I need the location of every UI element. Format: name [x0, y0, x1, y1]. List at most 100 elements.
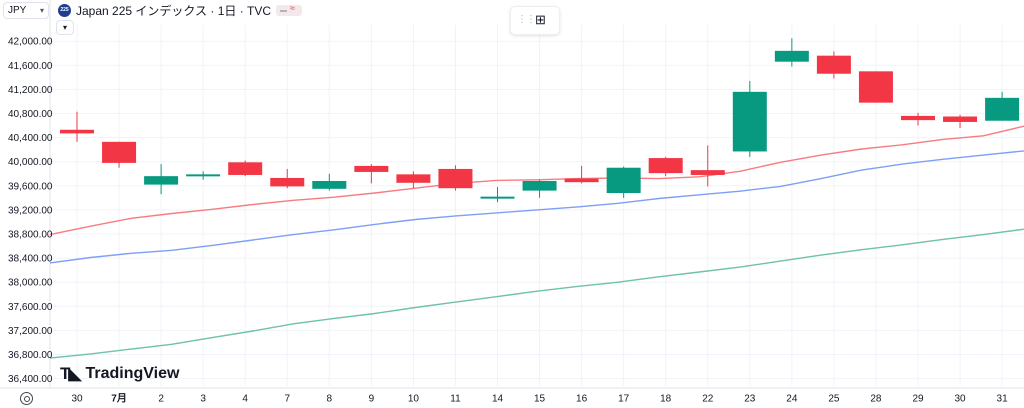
x-tick-label: 24 — [786, 394, 798, 405]
x-tick-label: 16 — [576, 394, 588, 405]
candle — [186, 171, 221, 180]
candle — [312, 173, 347, 191]
y-tick-label: 40,000.00 — [8, 157, 53, 168]
symbol-legend: 225 Japan 225 インデックス · 1日 · TVC ≈ — [58, 2, 303, 19]
y-tick-label: 36,800.00 — [8, 350, 53, 361]
y-tick-label: 39,200.00 — [8, 205, 53, 216]
candle-body — [102, 141, 137, 163]
brand-name: TradingView — [85, 365, 180, 382]
tradingview-logo[interactable]: T◣ TradingView — [60, 364, 179, 384]
time-axis[interactable]: 30 7月 2 3 4 7 8 9 10 11 14 15 16 17 18 22 23 24 25 28 29 30 31 — [71, 393, 1008, 405]
chevron-down-icon: ▾ — [62, 23, 67, 32]
candle — [438, 165, 473, 191]
x-tick-label: 30 — [71, 394, 83, 405]
candle-body — [312, 180, 347, 189]
tradingview-logo-icon: T◣ — [60, 364, 82, 383]
x-tick-label: 2 — [158, 394, 164, 405]
candle-body — [816, 55, 851, 74]
y-tick-label: 37,200.00 — [8, 326, 53, 337]
candle — [102, 141, 137, 168]
x-tick-label: 8 — [327, 394, 333, 405]
y-tick-label: 41,600.00 — [8, 61, 53, 72]
candle — [774, 38, 809, 67]
x-tick-label: 3 — [200, 394, 206, 405]
candle-body — [858, 71, 893, 103]
y-tick-label: 36,400.00 — [8, 374, 53, 385]
candle-body — [901, 115, 935, 121]
y-tick-label: 42,000.00 — [8, 37, 53, 48]
candle-body — [396, 174, 431, 183]
candle-body — [732, 91, 767, 152]
y-tick-label: 38,400.00 — [8, 254, 53, 265]
candle-body — [522, 180, 557, 191]
candle — [354, 164, 389, 184]
moving-average-line — [49, 150, 1024, 264]
candle-body — [354, 165, 389, 172]
symbol-title[interactable]: Japan 225 インデックス · 1日 · TVC — [76, 4, 272, 18]
settings-icon[interactable] — [20, 392, 33, 405]
x-tick-label: 23 — [744, 394, 756, 405]
y-tick-label: 37,600.00 — [8, 302, 53, 313]
candle-body — [564, 178, 599, 183]
candle — [522, 179, 557, 198]
x-tick-label: 10 — [408, 394, 420, 405]
candle-body — [606, 167, 641, 194]
candle-body — [228, 162, 263, 175]
candle — [396, 171, 431, 189]
chevron-down-icon: ▾ — [39, 6, 44, 15]
candle-body — [186, 174, 221, 177]
candle — [648, 156, 683, 177]
candle — [228, 160, 263, 177]
moving-average-line — [49, 125, 1024, 236]
candle — [60, 111, 94, 142]
x-tick-label: 14 — [492, 394, 504, 405]
candle — [480, 187, 515, 203]
candles — [60, 38, 1020, 203]
x-tick-label: 11 — [450, 394, 461, 405]
y-tick-label: 41,200.00 — [8, 85, 53, 96]
currency-selector[interactable]: JPY ▾ — [3, 2, 49, 19]
x-tick-label: 15 — [534, 394, 546, 405]
x-tick-label: 18 — [660, 394, 672, 405]
x-tick-label: 30 — [954, 394, 966, 405]
collapse-legend-button[interactable]: ▾ — [56, 20, 74, 35]
candle-body — [774, 50, 809, 62]
x-tick-label: 29 — [912, 394, 924, 405]
candle — [144, 164, 179, 195]
x-tick-label: 31 — [997, 394, 1009, 405]
candle-body — [985, 97, 1020, 121]
layout-icon[interactable]: ⊞ — [535, 12, 546, 27]
x-tick-label: 17 — [618, 394, 630, 405]
price-axis[interactable]: 42,000.00 41,600.00 41,200.00 40,800.00 40,4… — [8, 37, 53, 385]
candle-body — [648, 158, 683, 174]
candle-body — [438, 168, 473, 189]
candle-body — [480, 196, 515, 199]
y-tick-label: 38,800.00 — [8, 230, 53, 241]
dash-icon — [280, 10, 288, 12]
x-tick-label: 25 — [828, 394, 840, 405]
x-tick-label: 28 — [870, 394, 882, 405]
candle — [901, 112, 935, 126]
market-status-badge[interactable]: ≈ — [276, 3, 303, 16]
x-tick-label: 9 — [369, 394, 375, 405]
candle-body — [690, 170, 725, 175]
candle — [985, 91, 1020, 121]
drag-grip-icon[interactable]: ⋮⋮ — [517, 14, 536, 25]
candle — [606, 166, 641, 198]
symbol-badge[interactable]: 225 — [58, 4, 71, 17]
candle-body — [144, 176, 179, 185]
moving-average-lines — [49, 125, 1024, 359]
wave-icon: ≈ — [290, 3, 295, 13]
x-tick-label: 7 — [284, 394, 290, 405]
currency-label: JPY — [8, 5, 27, 16]
candle-body — [270, 177, 305, 187]
x-tick-label: 7月 — [111, 393, 127, 405]
candle — [732, 80, 767, 157]
y-tick-label: 40,400.00 — [8, 133, 53, 144]
candle — [816, 51, 851, 79]
candle — [858, 71, 893, 103]
y-tick-label: 39,600.00 — [8, 181, 53, 192]
candle — [270, 168, 305, 189]
moving-average-line — [49, 228, 1024, 359]
